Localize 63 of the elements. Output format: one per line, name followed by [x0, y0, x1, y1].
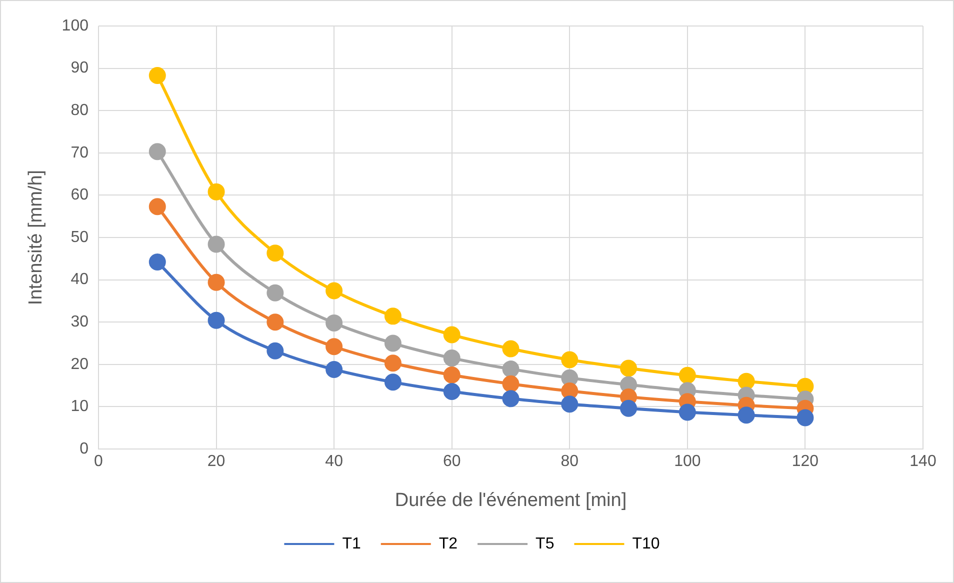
point: [208, 183, 225, 200]
y-tick-label: 90: [70, 60, 89, 77]
point: [738, 372, 755, 390]
point: [208, 274, 225, 291]
point: [678, 404, 696, 421]
y-tick-label: 70: [70, 144, 89, 162]
legend-label: T1: [342, 535, 361, 552]
point: [326, 360, 343, 378]
point: [620, 400, 638, 417]
point: [502, 360, 520, 378]
y-tick-label: 40: [70, 271, 89, 288]
point: [620, 360, 638, 377]
legend-label: T2: [438, 535, 458, 552]
point: [326, 338, 343, 356]
x-tick-label: 100: [674, 453, 701, 470]
y-tick-label: 50: [70, 228, 89, 246]
legend-label: T10: [632, 535, 660, 552]
legend-label: T5: [536, 535, 554, 552]
point: [326, 314, 343, 332]
point: [326, 282, 343, 300]
y-tick-label: 0: [80, 440, 89, 458]
point: [561, 369, 578, 386]
point: [148, 143, 166, 160]
point: [266, 284, 284, 302]
y-tick-label: 100: [62, 17, 89, 34]
y-tick-label: 80: [70, 102, 89, 120]
point: [443, 366, 460, 384]
point: [208, 312, 225, 329]
point: [266, 314, 284, 331]
x-tick-label: 120: [792, 453, 819, 470]
x-tick-label: 80: [560, 453, 579, 470]
point: [384, 354, 402, 372]
y-tick-label: 20: [70, 356, 89, 373]
point: [148, 254, 166, 271]
x-tick-label: 0: [94, 453, 104, 470]
point: [678, 366, 696, 384]
point: [384, 374, 402, 391]
x-tick-label: 20: [207, 453, 226, 470]
point: [502, 375, 520, 392]
x-tick-label: 60: [442, 453, 461, 470]
point: [561, 351, 578, 368]
point: [148, 66, 166, 84]
y-tick-label: 60: [70, 186, 89, 204]
point: [208, 236, 225, 253]
y-axis-title: Intensité [mm/h]: [26, 170, 47, 306]
point: [502, 340, 520, 358]
y-tick-label: 30: [70, 314, 89, 331]
point: [502, 390, 520, 408]
x-tick-label: 140: [910, 453, 936, 470]
y-tick-label: 10: [70, 398, 89, 416]
point: [561, 396, 578, 413]
point: [148, 198, 166, 216]
point: [443, 350, 460, 367]
point: [443, 326, 460, 344]
point: [384, 308, 402, 325]
x-axis-title: Durée de l'événement [min]: [394, 490, 627, 511]
x-tick-label: 40: [325, 453, 344, 470]
point: [796, 409, 814, 426]
point: [384, 334, 402, 352]
point: [738, 406, 755, 424]
point: [443, 382, 460, 400]
point: [266, 342, 284, 360]
point: [266, 244, 284, 262]
